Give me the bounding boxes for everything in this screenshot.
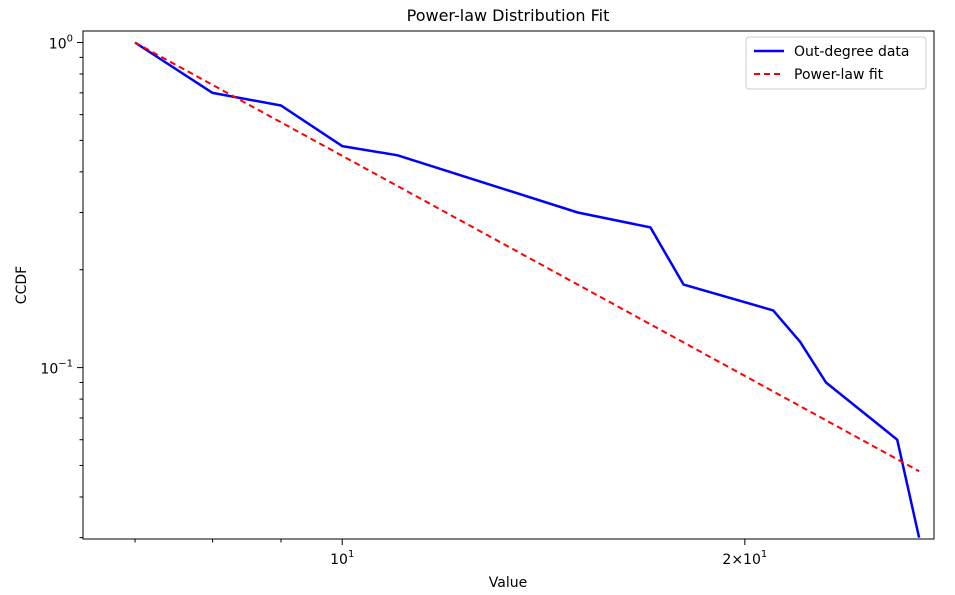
chart-title: Power-law Distribution Fit [407, 6, 610, 25]
series-line-power-law-fit [134, 41, 920, 473]
y-axis-label: CCDF [14, 266, 30, 304]
plot-frame [82, 30, 935, 540]
legend-label-power-law-fit: Power-law fit [794, 67, 884, 83]
legend-frame [745, 36, 927, 90]
y-tick-label: 10−1 [40, 359, 73, 378]
series-line-out-degree [134, 41, 921, 538]
x-tick-label: 2×101 [722, 549, 767, 568]
y-tick-label: 100 [49, 34, 73, 53]
x-tick-label: 101 [330, 549, 354, 568]
legend: Out-degree data Power-law fit [745, 36, 927, 90]
x-axis-label: Value [489, 575, 527, 591]
series-layer [134, 41, 921, 538]
legend-label-out-degree: Out-degree data [794, 44, 909, 60]
y-axis: 100 10−1 [40, 34, 83, 539]
x-axis: 101 2×101 [134, 539, 767, 568]
